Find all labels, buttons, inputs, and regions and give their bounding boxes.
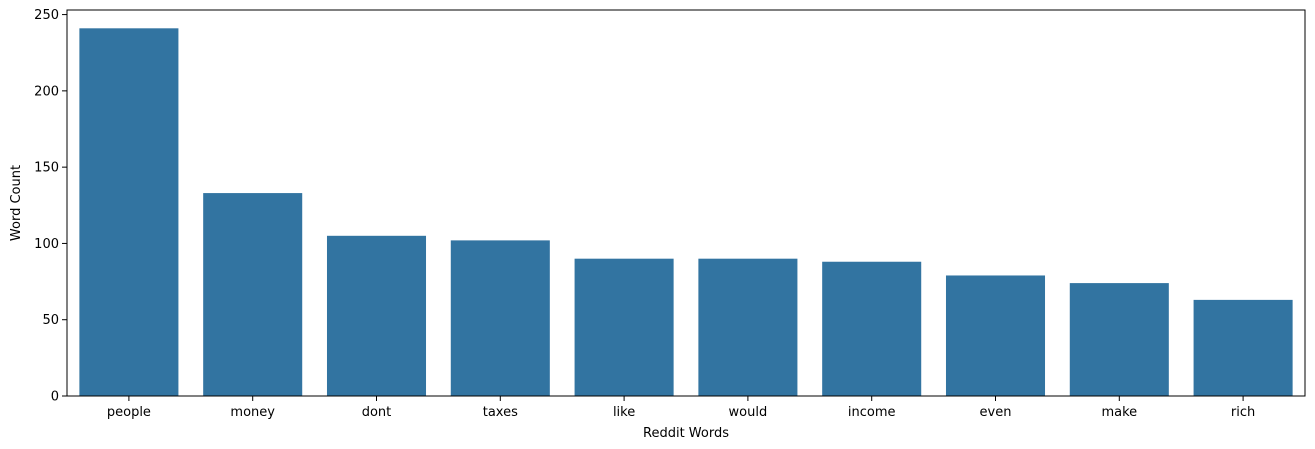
x-tick-label: like [613,405,635,420]
y-axis-label: Word Count [9,165,24,241]
bar-income [822,261,922,396]
bar-make [1069,283,1169,396]
y-tick-label: 50 [42,313,59,328]
y-tick-label: 250 [34,8,59,23]
bar-dont [326,235,427,396]
y-axis-ticks: 0 50 100 150 200 250 [34,8,67,405]
x-tick-label: rich [1231,405,1255,420]
bars-group [79,28,1293,397]
x-tick-label: taxes [483,405,518,420]
bar-like [574,258,674,396]
bar-money [203,193,303,396]
x-tick-label: dont [362,405,392,420]
y-tick-label: 0 [51,390,59,405]
bar-taxes [450,240,550,396]
x-tick-label: even [980,405,1012,420]
y-tick-label: 100 [34,237,59,252]
x-tick-label: make [1101,405,1137,420]
bar-would [698,258,798,396]
x-axis-ticks: people money dont taxes like would income even m… [107,396,1255,420]
bar-rich [1193,299,1293,396]
y-tick-label: 200 [34,84,59,99]
x-axis-label: Reddit Words [643,426,729,441]
plot-frame [66,9,1306,397]
x-tick-label: income [848,405,896,420]
y-tick-label: 150 [34,161,59,176]
bar-even [945,275,1046,396]
bar-people [79,28,179,397]
x-tick-label: would [729,405,768,420]
x-tick-label: people [107,405,151,420]
x-tick-label: money [230,405,275,420]
